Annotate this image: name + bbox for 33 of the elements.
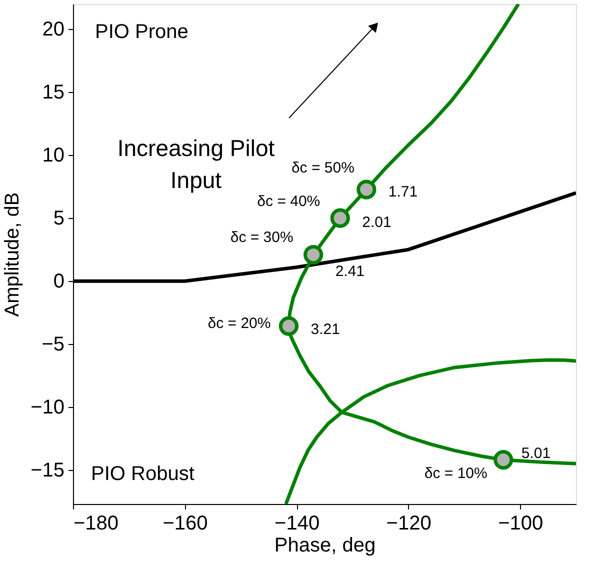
x-tick-label: −160 <box>162 512 208 534</box>
x-tick-label: −180 <box>74 512 119 534</box>
annotation: 1.71 <box>388 184 418 201</box>
annotation: δc = 40% <box>257 193 320 210</box>
annotation: 5.01 <box>521 444 551 462</box>
point <box>356 180 376 200</box>
annotation: 2.01 <box>362 214 392 232</box>
point <box>494 450 514 470</box>
annotation: 3.21 <box>310 321 340 338</box>
annotation: δc = 20% <box>208 315 271 332</box>
x-tick-label: −140 <box>274 512 320 534</box>
y-tick-label: −15 <box>30 459 64 482</box>
annotation: δc = 50% <box>291 160 354 177</box>
annotation: Increasing Pilot Input <box>117 135 276 193</box>
point <box>330 208 350 228</box>
x-tick-label: −100 <box>498 512 544 534</box>
y-tick-label: −10 <box>30 396 64 419</box>
y-tick-label: −5 <box>42 334 64 356</box>
annotation: δc = 10% <box>424 464 488 482</box>
annotation: PIO Robust <box>91 463 195 485</box>
y-tick-label: 15 <box>42 82 64 104</box>
y-tick-label: 5 <box>53 208 64 230</box>
point <box>304 244 324 265</box>
y-tick-label: 20 <box>42 18 64 41</box>
annotation: δc = 30% <box>230 228 294 246</box>
x-axis-title: Phase, deg <box>274 534 376 556</box>
y-axis-title: Amplitude, dB <box>2 192 24 317</box>
annotation: PIO Prone <box>95 21 188 43</box>
y-tick-label: 0 <box>53 270 64 293</box>
annotation: 2.41 <box>335 262 365 280</box>
y-tick-label: 10 <box>42 144 64 167</box>
x-tick-label: −120 <box>386 512 432 534</box>
point <box>278 316 299 336</box>
